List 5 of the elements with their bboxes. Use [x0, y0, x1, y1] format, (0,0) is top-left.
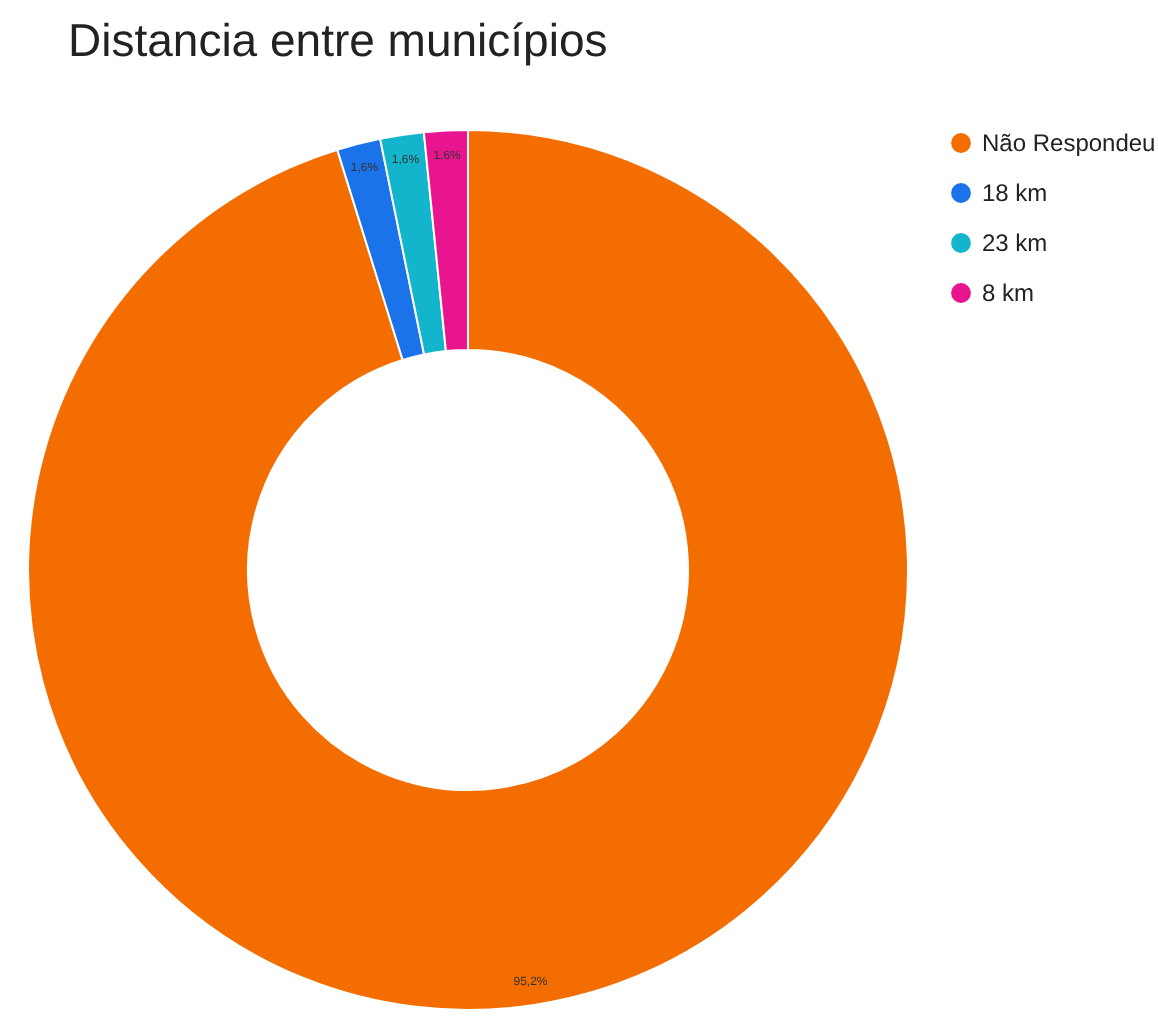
legend-label: 8 km [982, 279, 1035, 307]
legend-label: Não Respondeu [982, 129, 1156, 157]
chart-title: Distancia entre municípios [68, 14, 608, 66]
legend-label: 23 km [982, 229, 1048, 257]
legend-label: 18 km [982, 179, 1048, 207]
